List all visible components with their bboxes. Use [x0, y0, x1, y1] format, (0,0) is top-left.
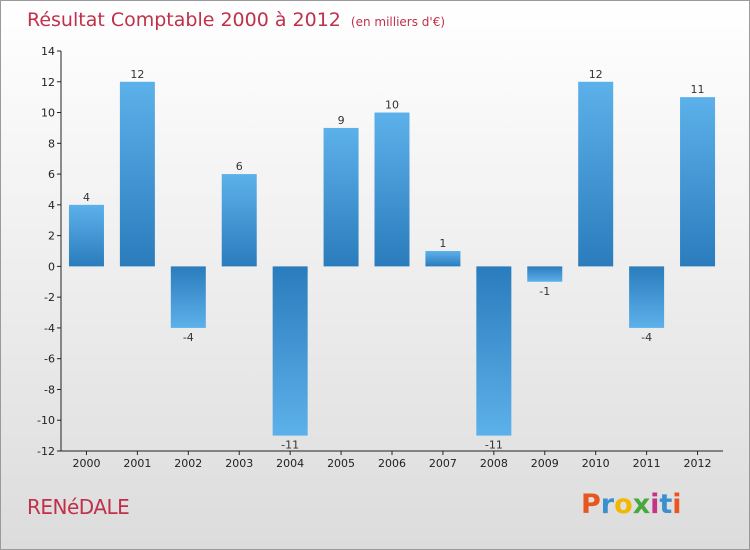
x-axis-ticks: 2000 2001 2002 2003 2004 2005 2006 2007 2008 2009… [72, 451, 712, 470]
value-label: -4 [641, 331, 652, 344]
bar-2012 [680, 97, 716, 267]
value-label: 4 [83, 191, 90, 204]
x-tick-label: 2006 [378, 457, 406, 470]
y-tick-label: 8 [48, 137, 55, 150]
y-tick-label: 4 [48, 199, 55, 212]
y-tick-label: 6 [48, 168, 55, 181]
bars [68, 81, 716, 436]
logo-letter: P [581, 489, 601, 520]
logo-letter: i [672, 489, 682, 520]
y-tick-label: 2 [48, 230, 55, 243]
x-tick-label: 2001 [123, 457, 151, 470]
logo-letter: i [650, 489, 660, 520]
x-tick-label: 2004 [276, 457, 304, 470]
value-label: 9 [338, 114, 345, 127]
bar-2004 [272, 266, 308, 436]
bar-2002 [170, 266, 206, 328]
logo-letter: o [614, 489, 633, 520]
value-label: 12 [130, 68, 144, 81]
x-tick-label: 2011 [633, 457, 661, 470]
bar-2000 [68, 204, 104, 267]
x-tick-label: 2010 [582, 457, 610, 470]
bar-2003 [221, 174, 257, 267]
bar-2006 [374, 112, 410, 267]
value-label: 1 [439, 237, 446, 250]
value-label: 10 [385, 99, 399, 112]
proxiti-logo: Proxiti [581, 489, 682, 520]
bar-2001 [119, 81, 155, 267]
value-label: 11 [691, 83, 705, 96]
y-axis-ticks: 14 12 10 8 6 4 2 0 -2 -4 -6 -8 -10 -12 [37, 45, 61, 458]
x-tick-label: 2002 [174, 457, 202, 470]
value-label: 12 [589, 68, 603, 81]
bar-2007 [425, 251, 461, 267]
x-tick-label: 2008 [480, 457, 508, 470]
y-tick-label: 10 [41, 107, 55, 120]
logo-letter: x [632, 489, 651, 520]
bar-2009 [527, 266, 563, 282]
town-name: RENéDALE [27, 495, 130, 519]
y-tick-label: -4 [44, 322, 55, 335]
value-labels: 4 12 -4 6 -11 9 10 1 -11 -1 12 -4 11 [83, 68, 705, 452]
bar-2005 [323, 127, 359, 267]
bar-2008 [476, 266, 512, 436]
y-tick-label: 12 [41, 76, 55, 89]
y-tick-label: -12 [37, 445, 55, 458]
x-tick-label: 2003 [225, 457, 253, 470]
value-label: 6 [236, 160, 243, 173]
bar-2011 [629, 266, 665, 328]
x-tick-label: 2012 [684, 457, 712, 470]
chart-title: Résultat Comptable 2000 à 2012 (en millie… [27, 9, 445, 31]
y-tick-label: -2 [44, 291, 55, 304]
x-tick-label: 2005 [327, 457, 355, 470]
logo-letter: r [600, 489, 615, 520]
bar-2010 [578, 81, 614, 267]
value-label: -11 [485, 439, 503, 452]
y-tick-label: 0 [48, 260, 55, 273]
y-tick-label: -8 [44, 383, 55, 396]
x-tick-label: 2009 [531, 457, 559, 470]
value-label: -4 [183, 331, 194, 344]
logo-letter: t [659, 489, 673, 520]
y-tick-label: -10 [37, 414, 55, 427]
chart-title-text: Résultat Comptable 2000 à 2012 [27, 9, 341, 31]
value-label: -11 [281, 439, 299, 452]
chart-unit: (en milliers d'€) [350, 15, 446, 29]
x-tick-label: 2007 [429, 457, 457, 470]
value-label: -1 [539, 285, 550, 298]
y-tick-label: -6 [44, 353, 55, 366]
y-tick-label: 14 [41, 45, 55, 58]
x-tick-label: 2000 [72, 457, 100, 470]
